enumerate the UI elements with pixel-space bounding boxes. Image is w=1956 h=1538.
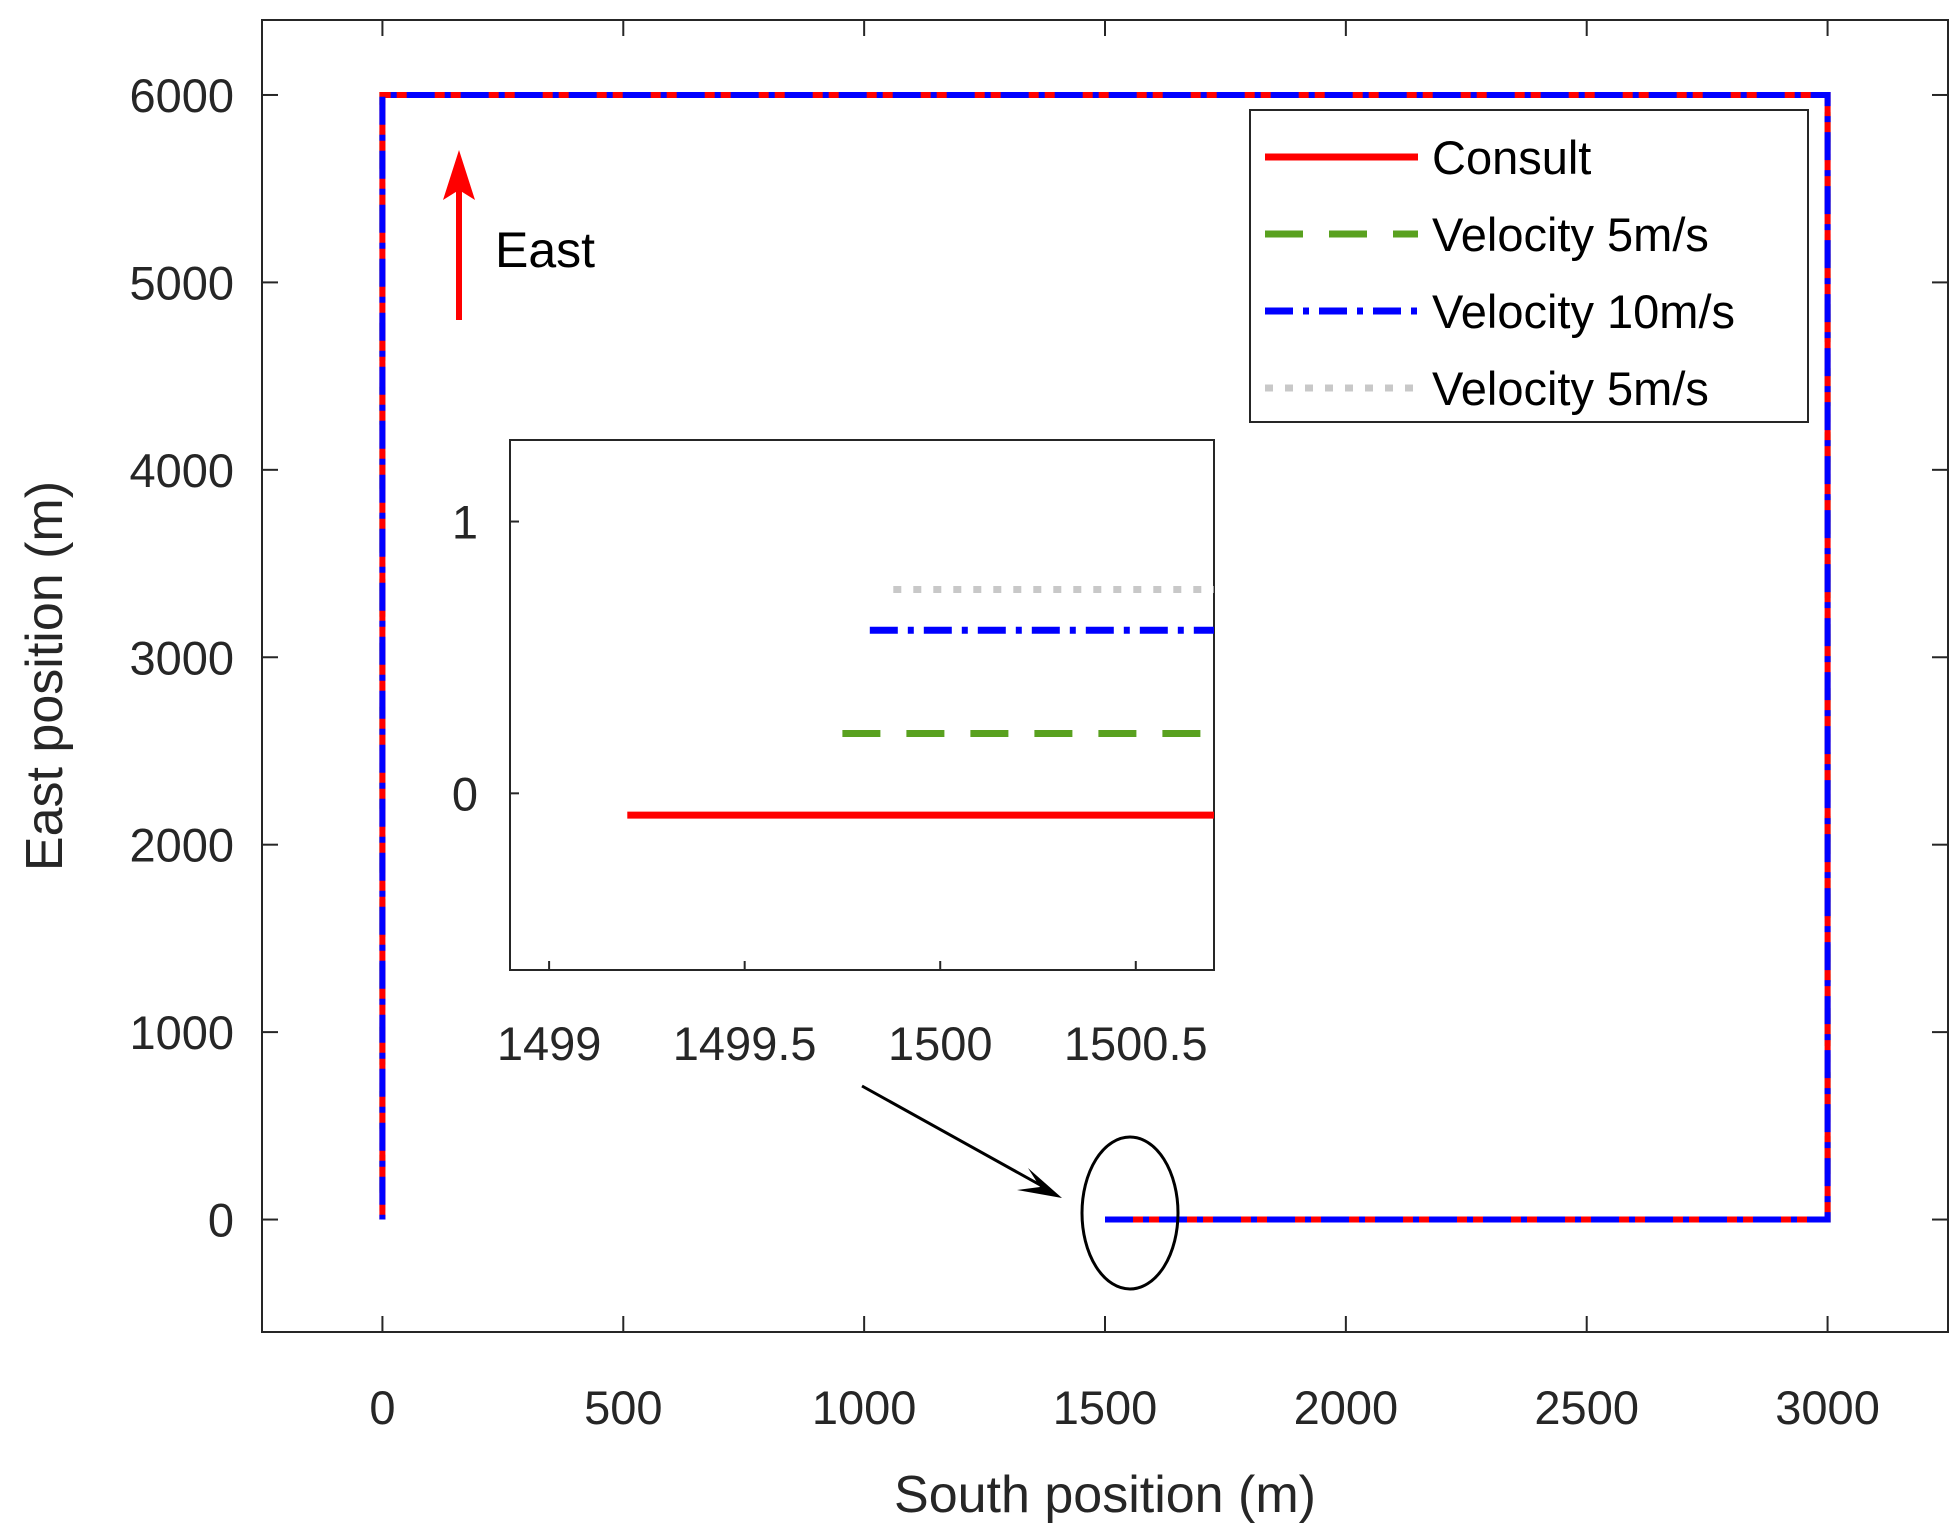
x-tick-label-3: 1500	[1053, 1381, 1158, 1434]
east-arrow	[443, 150, 475, 320]
x-tick-label-2: 1000	[812, 1381, 917, 1434]
y-tick-label-5: 5000	[129, 256, 234, 309]
x-tick-label-6: 3000	[1775, 1381, 1880, 1434]
y-tick-label-0: 0	[208, 1194, 234, 1247]
y-tick-label-6: 6000	[129, 69, 234, 122]
main-series-group	[379, 92, 1831, 1223]
y-tick-label-1: 1000	[129, 1006, 234, 1059]
legend: Consult Velocity 5m/s Velocity 10m/s Veloci…	[1249, 109, 1809, 423]
y-tick-label-4: 4000	[129, 444, 234, 497]
legend-label-3: Velocity 5m/s	[1432, 362, 1709, 415]
legend-label-0: Consult	[1432, 131, 1591, 184]
legend-box	[1249, 109, 1809, 423]
inset-x-tick-label-0: 1499	[497, 1017, 602, 1070]
inset-y-tick-label-1: 1	[452, 496, 478, 549]
series-line-2	[379, 92, 1831, 1223]
x-tick-label-4: 2000	[1294, 1381, 1399, 1434]
y-tick-label-3: 3000	[129, 631, 234, 684]
x-axis-label: South position (m)	[894, 1466, 1316, 1524]
inset-x-tick-label-2: 1500	[888, 1017, 993, 1070]
zoom-pointer-shaft	[861, 1084, 1043, 1188]
inset-y-tick-label-0: 0	[452, 767, 478, 820]
x-tick-label-5: 2500	[1534, 1381, 1639, 1434]
y-axis-label: East position (m)	[16, 481, 74, 871]
x-tick-label-1: 500	[584, 1381, 662, 1434]
inset-x-tick-label-3: 1500.5	[1064, 1017, 1208, 1070]
zoom-ellipse	[1080, 1135, 1180, 1291]
zoom-pointer-head	[1017, 1168, 1062, 1198]
inset-x-tick-label-1: 1499.5	[673, 1017, 817, 1070]
x-tick-label-0: 0	[369, 1381, 395, 1434]
legend-label-1: Velocity 5m/s	[1432, 208, 1709, 261]
inset-axis-ticks: 1499 1499.5 1500 1500.5 0 1	[452, 496, 1208, 1070]
inset-axes-frame	[509, 439, 1215, 971]
east-label: East	[495, 222, 595, 278]
east-arrow-head	[443, 150, 475, 200]
main-axis-ticks: 0 500 1000 1500 2000 2500 3000 0 1000 2000 3000 400…	[129, 20, 1948, 1434]
y-tick-label-2: 2000	[129, 819, 234, 872]
inset-series-group	[627, 586, 1214, 819]
zoom-pointer-arrow	[861, 1084, 1062, 1198]
legend-label-2: Velocity 10m/s	[1432, 285, 1735, 338]
